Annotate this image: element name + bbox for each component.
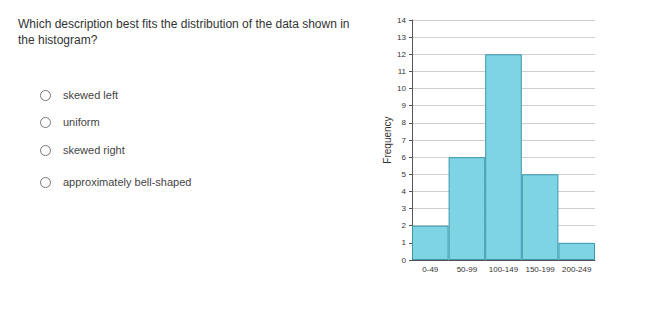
html-text:Which description best fits th: Which description best fits the distribu… xyxy=(18,17,350,47)
html-text:skewed left: skewed left xyxy=(63,89,118,101)
svg-text:14: 14 xyxy=(397,16,406,25)
svg-text:2: 2 xyxy=(402,221,407,230)
svg-text:4: 4 xyxy=(402,187,407,196)
svg-text:100-149: 100-149 xyxy=(489,265,519,274)
html-text:skewed right: skewed right xyxy=(63,144,125,156)
svg-text:1: 1 xyxy=(402,238,407,247)
svg-text:6: 6 xyxy=(402,153,407,162)
svg-text:7: 7 xyxy=(402,136,407,145)
html-text:uniform: uniform xyxy=(63,116,100,128)
svg-text:0: 0 xyxy=(402,256,407,265)
svg-text:10: 10 xyxy=(397,84,406,93)
html-text:approximately bell-shaped: approximately bell-shaped xyxy=(63,176,192,188)
svg-text:200-249: 200-249 xyxy=(562,265,592,274)
svg-text:8: 8 xyxy=(402,118,407,127)
svg-text:Frequency: Frequency xyxy=(382,116,393,163)
svg-text:5: 5 xyxy=(402,170,407,179)
svg-text:12: 12 xyxy=(397,50,406,59)
svg-text:11: 11 xyxy=(398,67,407,76)
svg-text:150-199: 150-199 xyxy=(525,265,555,274)
svg-text:50-99: 50-99 xyxy=(457,265,478,274)
svg-text:0-49: 0-49 xyxy=(422,265,439,274)
svg-text:13: 13 xyxy=(397,33,406,42)
svg-text:9: 9 xyxy=(402,101,407,110)
svg-text:3: 3 xyxy=(402,204,407,213)
